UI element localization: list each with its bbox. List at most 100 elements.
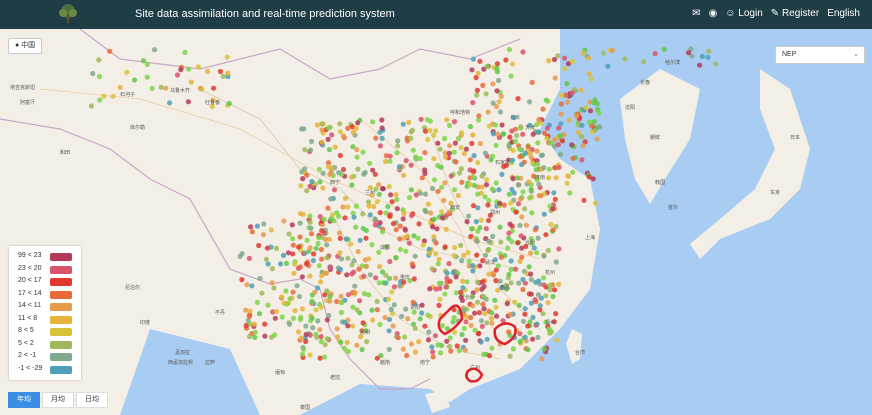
site-marker: [350, 129, 356, 135]
site-marker: [411, 309, 417, 315]
site-marker: [593, 200, 599, 206]
site-marker: [243, 322, 249, 329]
site-marker: [338, 293, 344, 299]
site-marker: [345, 255, 351, 261]
tab-2[interactable]: 日均: [76, 392, 108, 408]
site-marker: [528, 186, 534, 192]
message-icon[interactable]: ✉: [692, 8, 701, 19]
site-marker: [355, 166, 361, 172]
map-place-label: 老挝: [330, 375, 341, 381]
site-marker: [354, 342, 360, 348]
site-marker: [388, 306, 394, 313]
site-marker: [429, 266, 435, 272]
site-marker: [501, 202, 507, 208]
hotspot-ring: [465, 367, 484, 383]
site-marker: [503, 57, 509, 63]
map-place-label: 济南: [535, 175, 546, 181]
site-marker: [435, 188, 441, 194]
legend-swatch: [50, 315, 72, 324]
site-marker: [342, 215, 348, 221]
site-marker: [507, 311, 513, 318]
site-marker: [307, 273, 313, 279]
site-marker: [326, 147, 333, 153]
site-marker: [307, 219, 313, 225]
map-place-label: 福州: [545, 320, 556, 326]
site-marker: [246, 334, 253, 340]
site-marker: [470, 303, 476, 309]
color-legend: 99 < 23 23 < 20 20 < 17 17 < 14 14 < 11 11 < …: [9, 246, 81, 380]
site-marker: [523, 243, 529, 249]
site-marker: [210, 97, 216, 103]
register-link[interactable]: ✎ Register: [771, 8, 819, 19]
site-marker: [545, 300, 551, 306]
site-marker: [317, 327, 323, 333]
site-marker: [453, 159, 459, 165]
map-place-label: 石河子: [120, 92, 136, 98]
site-marker: [543, 319, 549, 325]
site-marker: [429, 344, 435, 350]
site-marker: [493, 267, 499, 273]
site-marker: [287, 296, 293, 302]
location-chip[interactable]: ● 中国: [8, 38, 43, 54]
site-marker: [536, 117, 542, 123]
site-marker: [124, 69, 130, 75]
map-canvas[interactable]: [0, 29, 872, 415]
road-line: [39, 88, 541, 260]
site-marker: [520, 276, 526, 283]
site-marker: [163, 85, 169, 91]
site-marker: [471, 153, 477, 159]
legend-item: 8 < 5: [9, 326, 81, 338]
korea-japan-land: [620, 69, 700, 204]
site-marker: [472, 310, 478, 316]
site-marker: [522, 280, 529, 286]
map-place-label: 库尔勒: [130, 125, 146, 131]
site-marker: [519, 245, 525, 251]
site-marker: [538, 295, 544, 301]
legend-item: 17 < 14: [9, 289, 81, 301]
site-marker: [399, 313, 405, 319]
eye-icon[interactable]: ◉: [708, 8, 718, 19]
site-marker: [262, 333, 268, 339]
site-marker: [596, 110, 602, 116]
site-marker: [419, 302, 425, 308]
site-marker: [541, 346, 547, 352]
site-marker: [498, 239, 504, 245]
login-link[interactable]: ☺ Login: [725, 8, 762, 19]
site-marker: [265, 302, 271, 308]
site-marker: [376, 191, 382, 197]
south-sea: [300, 384, 470, 415]
site-marker: [344, 339, 350, 345]
site-marker: [435, 342, 441, 348]
map-place-label: 南宁: [420, 360, 431, 366]
site-marker: [290, 289, 296, 295]
site-marker: [474, 238, 480, 244]
map-place-label: 西孟加拉邦: [168, 360, 194, 366]
site-marker: [311, 251, 317, 257]
site-marker: [327, 298, 333, 304]
site-marker: [408, 341, 415, 347]
variable-select[interactable]: NEP ⌄: [775, 46, 865, 64]
legend-swatch: [50, 353, 72, 361]
site-marker: [511, 190, 517, 196]
site-marker: [446, 122, 453, 128]
site-marker: [540, 106, 546, 112]
site-marker: [144, 61, 150, 67]
tab-1[interactable]: 月均: [42, 392, 74, 408]
site-marker: [372, 171, 378, 177]
site-marker: [340, 133, 347, 139]
site-marker: [466, 213, 472, 219]
site-marker: [461, 307, 467, 313]
tab-0[interactable]: 年均: [8, 392, 40, 408]
site-marker: [556, 281, 562, 287]
language-toggle[interactable]: English: [827, 8, 860, 19]
legend-label: 17 < 14: [18, 289, 42, 297]
site-marker: [522, 150, 528, 156]
site-marker: [408, 135, 414, 141]
site-marker: [481, 306, 487, 312]
site-marker: [437, 146, 443, 152]
site-marker: [338, 256, 345, 262]
site-marker: [377, 129, 383, 135]
site-marker: [512, 138, 519, 144]
site-marker: [402, 235, 408, 241]
site-marker: [508, 258, 514, 264]
